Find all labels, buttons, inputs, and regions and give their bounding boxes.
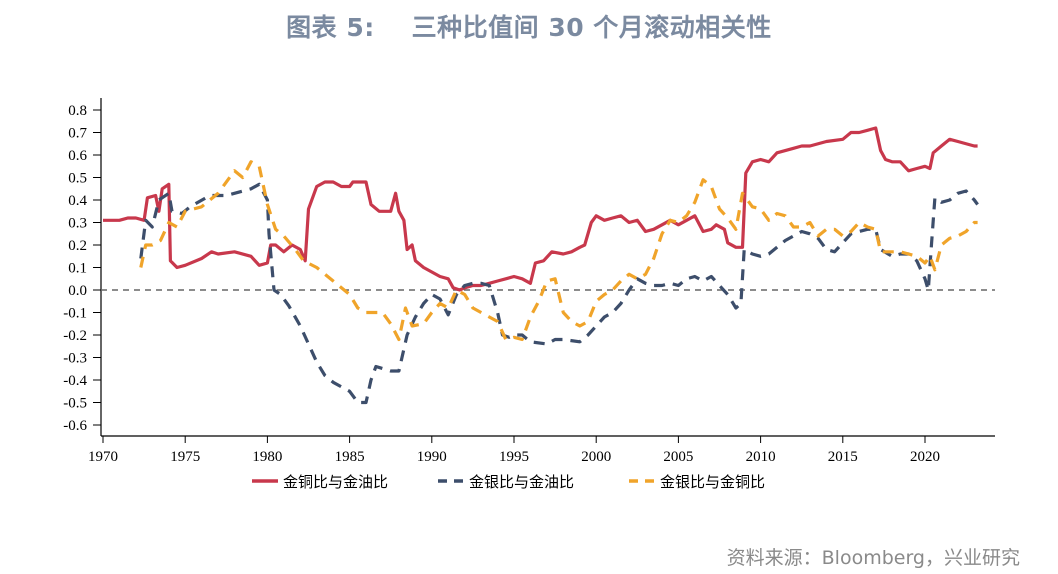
- y-tick-label: -0.5: [63, 396, 87, 412]
- x-tick-label: 1980: [252, 449, 282, 465]
- x-tick-label: 2015: [828, 449, 858, 465]
- legend-label: 金银比与金油比: [469, 473, 574, 491]
- series-line-2: [139, 182, 979, 405]
- y-tick-label: 0.2: [68, 238, 87, 254]
- figure-number: 图表 5:: [286, 13, 375, 42]
- x-tick-label: 1970: [88, 449, 118, 465]
- legend-label: 金银比与金铜比: [660, 473, 765, 491]
- y-tick-label: -0.6: [63, 418, 87, 434]
- axes: 0.8 0.7 0.6 0.5 0.4 0.3 0.2 0.1 0.0 -0.1 -0.2 -0.3 -…: [63, 98, 995, 465]
- source-note: 资料来源：Bloomberg，兴业研究: [726, 547, 1020, 569]
- series-line-1: [103, 126, 978, 292]
- y-tick-label: -0.4: [63, 373, 87, 389]
- line-chart: 0.8 0.7 0.6 0.5 0.4 0.3 0.2 0.1 0.0 -0.1 -0.2 -0.3 -…: [63, 98, 995, 491]
- y-tick-label: -0.2: [63, 328, 87, 344]
- x-tick-label: 2005: [663, 449, 693, 465]
- x-tick-label: 2020: [910, 449, 940, 465]
- y-tick-label: 0.1: [68, 261, 87, 277]
- y-tick-label: 0.4: [68, 193, 87, 209]
- legend-item-2: 金银比与金油比: [438, 473, 574, 491]
- x-tick-label: 1975: [170, 449, 200, 465]
- x-tick-label: 2010: [746, 449, 776, 465]
- legend-label: 金铜比与金油比: [283, 473, 388, 491]
- legend-item-3: 金银比与金铜比: [629, 473, 765, 491]
- legend-item-1: 金铜比与金油比: [252, 473, 388, 491]
- y-tick-label: 0.8: [68, 103, 87, 119]
- x-tick-label: 1990: [417, 449, 447, 465]
- y-tick-label: 0.7: [68, 126, 87, 142]
- title-text: 三种比值间 30 个月滚动相关性: [411, 13, 772, 42]
- y-tick-label: 0.3: [68, 216, 87, 232]
- series-line-3: [139, 160, 978, 342]
- legend: 金铜比与金油比 金银比与金油比 金银比与金铜比: [252, 473, 765, 491]
- y-tick-label: -0.1: [63, 306, 87, 322]
- chart-title: 图表 5: 三种比值间 30 个月滚动相关性: [0, 8, 1058, 44]
- x-tick-label: 1995: [499, 449, 529, 465]
- series-group: [103, 126, 979, 405]
- x-tick-label: 1985: [335, 449, 365, 465]
- y-tick-label: 0.6: [68, 148, 87, 164]
- x-tick-label: 2000: [581, 449, 611, 465]
- y-tick-label: -0.3: [63, 351, 87, 367]
- y-tick-label: 0.0: [68, 283, 87, 299]
- y-tick-label: 0.5: [68, 171, 87, 187]
